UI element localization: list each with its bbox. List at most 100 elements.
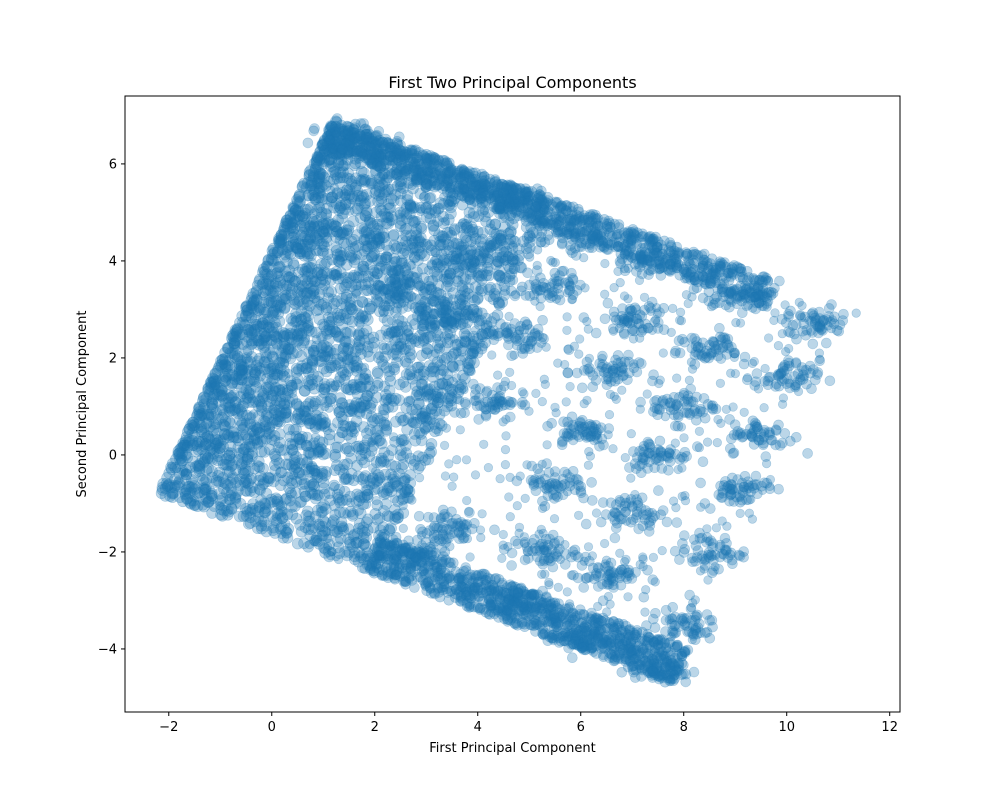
scatter-point: [320, 466, 333, 478]
scatter-point: [367, 521, 380, 534]
scatter-point: [225, 503, 238, 515]
scatter-point: [442, 238, 455, 251]
scatter-point: [260, 525, 273, 538]
scatter-point: [408, 458, 420, 471]
scatter-point: [275, 229, 288, 242]
scatter-point: [424, 154, 437, 167]
scatter-point: [343, 536, 356, 549]
scatter-point: [409, 408, 422, 421]
scatter-point: [283, 264, 296, 277]
scatter-point: [410, 226, 422, 239]
scatter-point: [360, 516, 373, 529]
scatter-point: [225, 361, 238, 374]
scatter-point: [189, 499, 201, 512]
scatter-point: [226, 347, 238, 359]
scatter-point: [407, 216, 420, 229]
scatter-point: [423, 360, 436, 372]
scatter-point: [304, 448, 317, 460]
scatter-point: [484, 191, 496, 204]
scatter-point: [266, 416, 279, 429]
scatter-point: [290, 377, 303, 390]
scatter-point: [435, 248, 448, 261]
scatter-point: [769, 282, 780, 294]
scatter-point: [223, 449, 236, 462]
scatter-point: [385, 142, 397, 154]
scatter-point: [238, 467, 251, 480]
scatter-point: [293, 209, 306, 222]
scatter-point: [275, 520, 288, 533]
scatter-point: [260, 409, 273, 422]
scatter-point: [338, 281, 351, 294]
scatter-point: [459, 311, 472, 324]
scatter-point: [255, 445, 268, 458]
scatter-point: [310, 275, 322, 287]
scatter-point: [308, 208, 321, 220]
scatter-point: [236, 428, 249, 441]
scatter-point: [236, 457, 248, 470]
scatter-point: [330, 441, 342, 454]
scatter-point: [307, 285, 320, 298]
scatter-point: [394, 449, 407, 462]
scatter-point: [309, 230, 322, 242]
scatter-point: [258, 306, 271, 319]
scatter-point: [495, 245, 507, 257]
scatter-point: [217, 433, 230, 446]
scatter-point: [393, 143, 405, 156]
scatter-point: [430, 245, 442, 258]
scatter-point: [278, 293, 291, 306]
scatter-point: [372, 195, 384, 208]
scatter-point: [313, 445, 326, 458]
scatter-point: [446, 376, 459, 389]
scatter-point: [386, 213, 398, 226]
scatter-point: [388, 228, 400, 241]
scatter-point: [380, 487, 393, 500]
scatter-point: [333, 123, 345, 135]
scatter-point: [206, 507, 218, 519]
scatter-point: [336, 212, 349, 224]
scatter-point: [336, 159, 349, 172]
scatter-point: [331, 459, 343, 472]
scatter-point: [328, 173, 340, 186]
scatter-point: [229, 396, 241, 408]
scatter-point: [343, 399, 356, 411]
scatter-point: [317, 476, 330, 489]
scatter-point: [254, 435, 267, 448]
scatter-point: [310, 227, 323, 239]
scatter-point: [290, 430, 303, 443]
scatter-point: [267, 248, 279, 261]
scatter-point: [310, 156, 323, 169]
scatter-point: [329, 220, 342, 232]
scatter-point: [421, 153, 433, 164]
scatter-point: [262, 321, 275, 334]
scatter-point: [387, 348, 399, 360]
scatter-point: [475, 269, 488, 282]
scatter-point: [190, 466, 202, 479]
scatter-point: [240, 352, 253, 364]
scatter-point: [318, 420, 331, 433]
scatter-point: [329, 448, 341, 461]
scatter-point: [425, 321, 438, 334]
scatter-point: [274, 395, 287, 408]
scatter-point: [274, 436, 286, 449]
scatter-point: [466, 223, 479, 236]
scatter-point: [333, 204, 345, 217]
scatter-point: [349, 345, 362, 358]
scatter-point: [400, 165, 412, 177]
scatter-point: [479, 569, 491, 580]
scatter-point: [313, 182, 326, 194]
scatter-point: [452, 265, 465, 277]
scatter-point: [325, 160, 337, 172]
scatter-point: [303, 346, 315, 359]
scatter-point: [362, 550, 374, 563]
scatter-point: [498, 211, 510, 223]
scatter-point: [282, 342, 294, 354]
scatter-point: [287, 315, 300, 327]
scatter-point: [342, 533, 355, 545]
scatter-point: [395, 195, 407, 207]
scatter-point: [260, 419, 272, 431]
scatter-point: [348, 553, 361, 566]
scatter-point: [211, 427, 223, 440]
scatter-point: [455, 378, 467, 391]
scatter-point: [431, 386, 444, 398]
